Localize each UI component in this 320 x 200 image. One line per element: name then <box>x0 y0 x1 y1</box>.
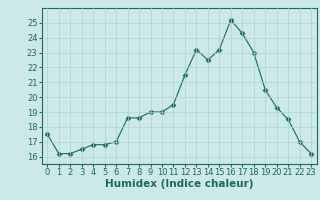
X-axis label: Humidex (Indice chaleur): Humidex (Indice chaleur) <box>105 179 253 189</box>
